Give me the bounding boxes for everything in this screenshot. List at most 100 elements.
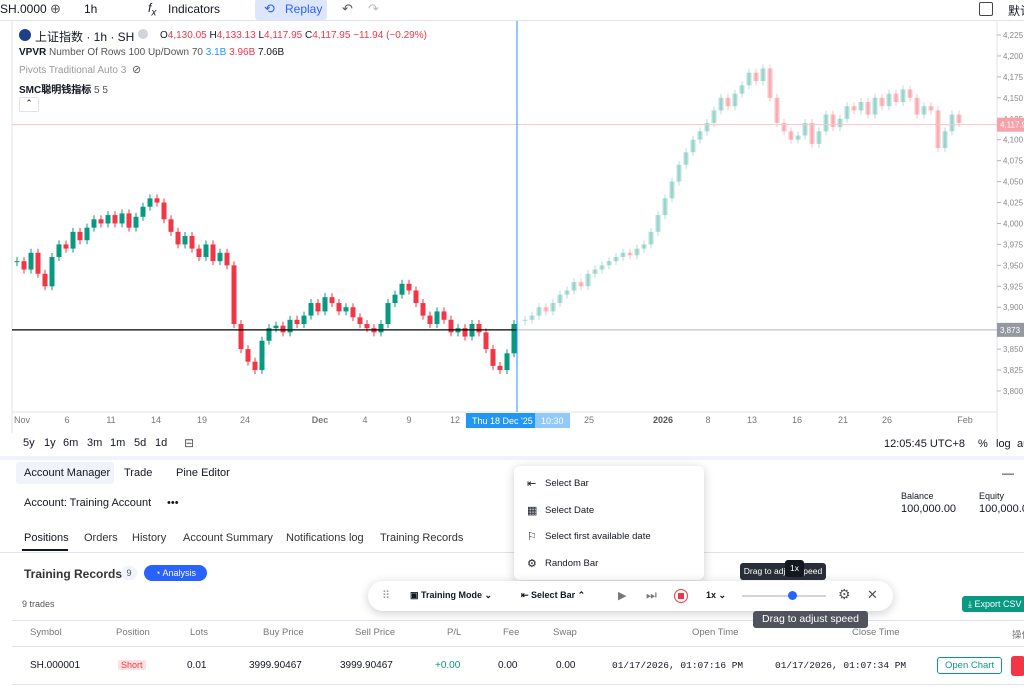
- candle: [711, 110, 717, 123]
- price-tick-label: 4,050: [1003, 178, 1024, 187]
- panel-tab[interactable]: Account Manager: [24, 467, 111, 479]
- drag-handle[interactable]: ⠿: [382, 590, 391, 602]
- price-tick-label: 4,100: [1003, 136, 1024, 145]
- cell: 0.00: [498, 660, 518, 671]
- interval[interactable]: 1h: [84, 2, 98, 16]
- time-label: 24: [240, 415, 250, 425]
- candle: [907, 89, 913, 98]
- undo[interactable]: ↶: [342, 1, 353, 16]
- delete-button[interactable]: [1011, 656, 1024, 676]
- menu-icon: ⇤: [527, 478, 537, 490]
- percent-toggle[interactable]: %: [978, 438, 988, 450]
- table-top: [12, 620, 1024, 621]
- menu-item[interactable]: Select first available date: [545, 531, 651, 542]
- indicator-smc: SMC聪明钱指标 5 5: [19, 81, 108, 96]
- speed-label: 1x: [706, 590, 717, 600]
- step-forward[interactable]: ⏭: [646, 588, 657, 602]
- symbol[interactable]: SH.0000: [0, 2, 47, 16]
- legend-toggle[interactable]: [138, 29, 148, 39]
- replay-bg[interactable]: [255, 0, 327, 20]
- mode-label: Training Mode: [421, 590, 483, 600]
- range-button[interactable]: 3m: [87, 437, 103, 449]
- candle: [683, 152, 689, 165]
- time-label: 6: [64, 415, 69, 425]
- candle: [315, 303, 321, 312]
- subtab[interactable]: Positions: [24, 532, 69, 544]
- log-toggle[interactable]: log: [996, 438, 1011, 450]
- section-title: Training Records: [24, 567, 123, 581]
- goto-date[interactable]: ⊟: [184, 436, 195, 450]
- price-tick-label: 3,800: [1003, 387, 1024, 396]
- candle: [511, 323, 517, 354]
- balance: 100,000.00: [901, 503, 957, 515]
- legend-title: 上证指数 · 1h · SH: [35, 30, 135, 44]
- candle: [280, 325, 286, 333]
- candle: [35, 252, 41, 274]
- column-header: Lots: [190, 627, 208, 638]
- candle: [462, 328, 468, 337]
- tooltip-top: Drag to adjust speed: [740, 563, 826, 580]
- price-tick-label: 3,900: [1003, 303, 1024, 312]
- account-more[interactable]: •••: [167, 497, 179, 509]
- menu-item[interactable]: Select Bar: [545, 478, 589, 489]
- menu-item[interactable]: Random Bar: [545, 557, 599, 569]
- candle: [154, 198, 160, 203]
- candle: [564, 290, 570, 295]
- subtab[interactable]: Notifications log: [286, 532, 364, 544]
- range-button[interactable]: 1y: [44, 437, 56, 449]
- price-tick-label: 4,200: [1003, 52, 1024, 61]
- stop[interactable]: [674, 589, 688, 603]
- record-count: 9: [121, 566, 137, 580]
- candle: [147, 198, 153, 207]
- replay-button[interactable]: Replay: [285, 2, 323, 16]
- subtab[interactable]: Orders: [84, 532, 118, 544]
- candle: [336, 303, 342, 312]
- range-button[interactable]: 5y: [23, 437, 35, 449]
- layout-name[interactable]: 默认: [1008, 4, 1024, 18]
- open-chart-button[interactable]: Open Chart: [937, 657, 1003, 674]
- play[interactable]: ▶: [618, 590, 627, 602]
- speed[interactable]: 1x ⌄: [706, 590, 727, 600]
- candle: [571, 282, 577, 291]
- candle: [385, 303, 391, 324]
- panel-tab[interactable]: Trade: [124, 467, 153, 479]
- close-replay[interactable]: ✕: [867, 587, 878, 602]
- speed-thumb[interactable]: [788, 591, 797, 600]
- subtab[interactable]: History: [132, 532, 167, 544]
- export-button[interactable]: ⤓ Export CSV: [962, 596, 1024, 612]
- indicator-pivots: Pivots Traditional Auto 3: [19, 65, 127, 76]
- tooltip-bottom: Drag to adjust speed: [753, 611, 868, 628]
- panel-tab[interactable]: Pine Editor: [176, 467, 230, 479]
- indicator-name: VPVR: [19, 47, 47, 58]
- settings[interactable]: ⚙: [838, 586, 851, 602]
- indicators-button[interactable]: Indicators: [168, 2, 221, 16]
- candle: [301, 315, 307, 324]
- candle: [112, 215, 118, 224]
- range-button[interactable]: 5d: [134, 437, 147, 449]
- range-button[interactable]: 6m: [63, 437, 79, 449]
- candle: [406, 283, 412, 291]
- candle: [210, 244, 216, 262]
- select-bar[interactable]: ⇤ Select Bar ⌃: [521, 590, 586, 600]
- menu-item[interactable]: Select Date: [545, 504, 595, 516]
- auto-toggle[interactable]: auto: [1017, 438, 1024, 450]
- subtab[interactable]: Account Summary: [183, 532, 273, 544]
- hidden-icon[interactable]: ⊘: [132, 64, 142, 76]
- training-mode[interactable]: ▣ Training Mode ⌄: [410, 590, 493, 600]
- minimize[interactable]: —: [1002, 466, 1014, 480]
- add-symbol[interactable]: ⊕: [50, 1, 61, 16]
- menu-icon: ▦: [527, 504, 538, 517]
- redo[interactable]: ↷: [368, 1, 379, 16]
- candle: [266, 328, 272, 341]
- candle: [872, 97, 878, 115]
- collapse-legend[interactable]: ⌃: [19, 97, 39, 112]
- candle: [648, 231, 654, 245]
- subtab[interactable]: Training Records: [380, 532, 464, 544]
- column-header: Buy Price: [263, 627, 304, 638]
- range-button[interactable]: 1d: [155, 437, 168, 449]
- chart-bg: [0, 21, 1024, 433]
- checkbox[interactable]: [979, 2, 993, 16]
- indicator-params: Number Of Rows 100 Up/Down 70: [49, 47, 203, 58]
- range-button[interactable]: 1m: [110, 437, 126, 449]
- analysis-button[interactable]: ◔ Analysis: [144, 565, 207, 581]
